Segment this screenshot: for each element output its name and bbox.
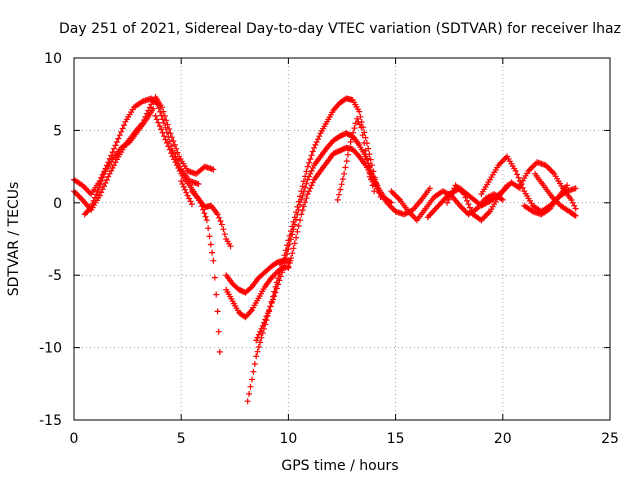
grid-lines [74,58,610,420]
data-points [81,105,157,218]
data-points [188,188,234,250]
data-series-pass-20 [521,182,571,218]
data-points [178,178,195,208]
x-tick-label: 25 [601,431,619,447]
data-series-pass-19 [532,170,579,219]
chart-title: Day 251 of 2021, Sidereal Day-to-day VTE… [59,21,621,37]
y-axis-title: SDTVAR / TECUs [6,182,22,297]
data-points [285,144,382,271]
y-tick-label: -15 [39,413,62,429]
data-series-pass-16 [444,182,511,224]
x-tick-label: 15 [387,431,405,447]
data-points [532,170,579,219]
x-tick-labels: 0 5 10 15 20 25 [70,431,619,447]
data-series-pass-5 [188,188,234,250]
data-points [71,95,202,198]
x-tick-label: 0 [70,431,79,447]
data-points [521,182,571,218]
data-series-pass-10 [253,130,395,344]
x-axis-title: GPS time / hours [281,458,398,474]
plot-area [71,94,579,405]
data-points [244,95,384,405]
y-tick-label: -10 [39,341,62,357]
y-tick-label: -5 [48,268,62,284]
y-tick-label: 10 [44,51,62,67]
y-tick-label: 0 [53,196,62,212]
data-series-pass-2 [71,95,202,198]
data-series-pass-9 [244,95,384,405]
data-series-pass-4 [152,112,223,355]
x-tick-label: 5 [177,431,186,447]
y-tick-labels: -15 -10 -5 0 5 10 [39,51,62,429]
plot-frame [73,57,611,421]
data-points [253,130,395,344]
x-tick-label: 20 [494,431,512,447]
y-tick-label: 5 [53,123,62,139]
data-series-pass-11 [285,144,382,271]
data-series-pass-3 [81,105,157,218]
x-tick-label: 10 [279,431,297,447]
data-points [444,182,511,224]
axis-ticks [73,57,611,421]
data-series-pass-6 [178,178,195,208]
data-points [152,112,223,355]
